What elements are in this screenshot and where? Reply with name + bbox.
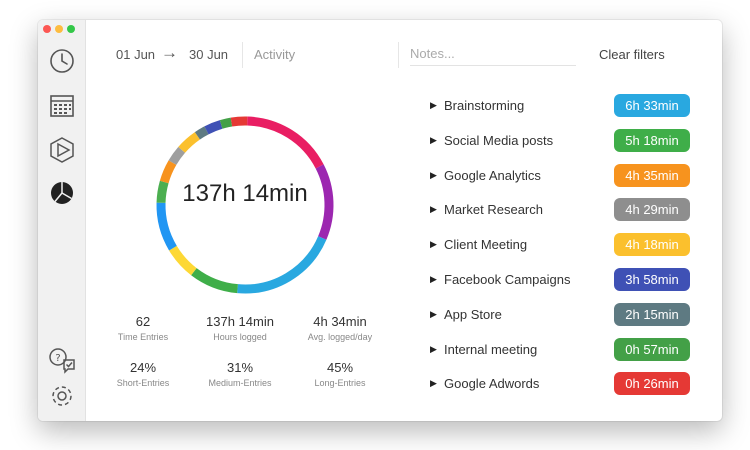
project-name: Client Meeting: [444, 237, 528, 252]
donut-segment-yellow: [169, 245, 197, 276]
expand-triangle-icon[interactable]: ▶: [430, 135, 437, 145]
clock-icon[interactable]: [48, 47, 76, 75]
expand-triangle-icon[interactable]: ▶: [430, 344, 437, 354]
expand-triangle-icon[interactable]: ▶: [430, 378, 437, 388]
svg-text:?: ?: [55, 353, 60, 364]
donut-segment-yellow-2: [178, 132, 201, 153]
clear-filters-button[interactable]: Clear filters: [599, 47, 665, 62]
project-row[interactable]: ▶ Client Meeting 4h 18min: [430, 232, 692, 258]
duration-badge: 4h 29min: [614, 198, 690, 221]
stat-label: Time Entries: [117, 332, 169, 342]
expand-triangle-icon[interactable]: ▶: [430, 239, 437, 249]
stat-label: Avg. logged/day: [307, 332, 373, 342]
projects-icon[interactable]: [48, 136, 76, 164]
duration-badge: 0h 57min: [614, 338, 690, 361]
stat-value: 4h 34min: [313, 314, 367, 329]
settings-gear-icon[interactable]: [48, 382, 76, 410]
date-to[interactable]: 30 Jun: [189, 47, 229, 62]
donut-segment-blue-2: [156, 202, 177, 251]
minimize-window-button[interactable]: [55, 25, 63, 33]
donut-segment-purple: [315, 164, 334, 240]
stat-short-entries: 24% Short-Entries: [93, 360, 193, 388]
filter-bar: 01 Jun → 30 Jun Activity Clear filters: [86, 20, 722, 90]
expand-triangle-icon[interactable]: ▶: [430, 100, 437, 110]
stat-value: 137h 14min: [206, 314, 274, 329]
close-window-button[interactable]: [43, 25, 51, 33]
project-row[interactable]: ▶ Google Analytics 4h 35min: [430, 163, 692, 189]
stat-value: 24%: [129, 360, 157, 375]
expand-triangle-icon[interactable]: ▶: [430, 274, 437, 284]
donut-segment-indigo: [204, 120, 223, 135]
project-name: Google Analytics: [444, 168, 541, 183]
expand-triangle-icon[interactable]: ▶: [430, 170, 437, 180]
project-row[interactable]: ▶ Market Research 4h 29min: [430, 197, 692, 223]
total-time: 137h 14min: [182, 180, 308, 207]
project-row[interactable]: ▶ Social Media posts 5h 18min: [430, 128, 692, 154]
donut-segment-teal: [194, 126, 209, 140]
project-name: Market Research: [444, 202, 543, 217]
donut-segment-red: [230, 116, 248, 127]
stat-value: 31%: [226, 360, 254, 375]
donut-svg: [156, 116, 334, 294]
reports-pie-icon[interactable]: [48, 179, 76, 207]
duration-badge: 6h 33min: [614, 94, 690, 117]
stat-value: 62: [135, 314, 151, 329]
notes-input[interactable]: [410, 42, 576, 66]
project-row[interactable]: ▶ App Store 2h 15min: [430, 302, 692, 328]
project-row[interactable]: ▶ Google Adwords 0h 26min: [430, 371, 692, 397]
window-controls: [43, 25, 75, 33]
donut-segment-grey: [168, 146, 186, 165]
stat-label: Long-Entries: [314, 378, 366, 388]
expand-triangle-icon[interactable]: ▶: [430, 309, 437, 319]
duration-badge: 3h 58min: [614, 268, 690, 291]
expand-triangle-icon[interactable]: ▶: [430, 204, 437, 214]
stat-long-entries: 45% Long-Entries: [290, 360, 390, 388]
stat-label: Hours logged: [213, 332, 267, 342]
time-donut-chart: [155, 115, 335, 295]
duration-badge: 2h 15min: [614, 303, 690, 326]
divider: [242, 42, 243, 68]
donut-segment-orange: [159, 160, 177, 184]
date-from[interactable]: 01 Jun: [116, 47, 156, 62]
divider: [398, 42, 399, 68]
calendar-icon[interactable]: [48, 91, 76, 119]
help-chat-icon[interactable]: ?: [48, 346, 76, 374]
project-name: Brainstorming: [444, 98, 525, 113]
stat-avg-per-day: 4h 34min Avg. logged/day: [290, 314, 390, 342]
donut-segment-blue: [237, 236, 327, 294]
app-window: ? 01 Jun → 30 Jun Activity Clear filters: [38, 20, 722, 421]
project-name: Social Media posts: [444, 133, 554, 148]
donut-segment-green-3: [219, 117, 233, 129]
stat-hours-logged: 137h 14min Hours logged: [190, 314, 290, 342]
duration-badge: 5h 18min: [614, 129, 690, 152]
maximize-window-button[interactable]: [67, 25, 75, 33]
stat-time-entries: 62 Time Entries: [93, 314, 193, 342]
stat-medium-entries: 31% Medium-Entries: [190, 360, 290, 388]
donut-segment-green-2: [156, 180, 169, 204]
project-name: App Store: [444, 307, 502, 322]
stat-value: 45%: [326, 360, 354, 375]
stat-label: Medium-Entries: [208, 378, 272, 388]
duration-badge: 4h 18min: [614, 233, 690, 256]
sidebar: ?: [38, 20, 86, 421]
stat-label: Short-Entries: [116, 378, 170, 388]
donut-segment-green: [191, 267, 239, 294]
date-range-arrow-icon: →: [161, 43, 178, 62]
duration-badge: 4h 35min: [614, 164, 690, 187]
activity-filter[interactable]: Activity: [254, 47, 296, 62]
duration-badge: 0h 26min: [614, 372, 690, 395]
project-name: Internal meeting: [444, 342, 538, 357]
project-row[interactable]: ▶ Facebook Campaigns 3h 58min: [430, 267, 692, 293]
donut-segment-magenta: [246, 116, 324, 169]
project-row[interactable]: ▶ Brainstorming 6h 33min: [430, 93, 692, 119]
project-name: Facebook Campaigns: [444, 272, 571, 287]
project-row[interactable]: ▶ Internal meeting 0h 57min: [430, 337, 692, 363]
project-name: Google Adwords: [444, 376, 540, 391]
